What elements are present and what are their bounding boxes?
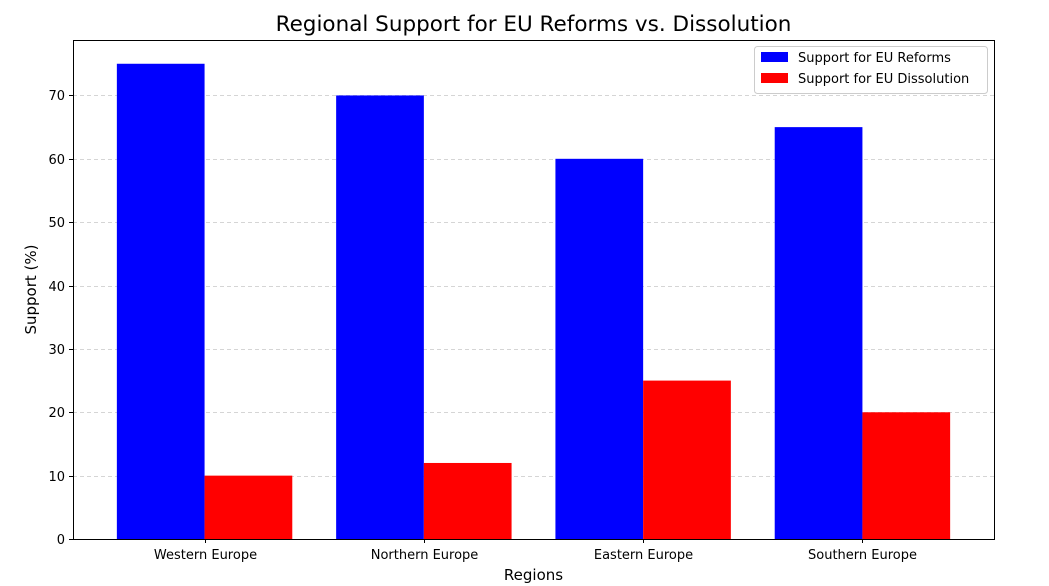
legend-swatch [761, 52, 788, 62]
y-tick-label: 70 [48, 89, 65, 104]
bars [116, 63, 951, 540]
y-tick-label: 30 [48, 343, 65, 358]
y-tick-label: 20 [48, 406, 65, 421]
x-axis-label: Regions [504, 566, 563, 584]
x-tick-label: Eastern Europe [594, 548, 693, 563]
y-tick-label: 0 [57, 533, 65, 548]
legend-swatch [761, 73, 788, 83]
y-tick-label: 60 [48, 153, 65, 168]
y-tick-label: 40 [48, 280, 65, 295]
legend: Support for EU Reforms Support for EU Dis… [754, 46, 988, 94]
x-tick-label: Western Europe [154, 548, 257, 563]
bar-reforms [555, 158, 644, 540]
bar-dissolution [423, 462, 512, 539]
x-tick-label: Northern Europe [371, 548, 479, 563]
bar-reforms [116, 63, 205, 540]
y-axis-ticks: 0 10 20 30 40 50 60 70 [48, 89, 73, 548]
legend-label: Support for EU Reforms [798, 51, 951, 66]
bar-reforms [774, 127, 863, 539]
bar-dissolution [862, 412, 951, 539]
x-tick-label: Southern Europe [808, 548, 917, 563]
legend-label: Support for EU Dissolution [798, 72, 969, 87]
x-axis-ticks: Western Europe Northern Europe Eastern Eur… [154, 539, 917, 563]
y-axis-label: Support (%) [22, 244, 40, 334]
bar-reforms [336, 95, 424, 539]
plot-area-frame [73, 40, 995, 540]
y-tick-label: 10 [48, 470, 65, 485]
bar-dissolution [643, 380, 731, 539]
bar-dissolution [204, 475, 293, 539]
legend-box [754, 46, 988, 94]
chart-title: Regional Support for EU Reforms vs. Diss… [276, 12, 792, 37]
y-tick-label: 50 [48, 216, 65, 231]
